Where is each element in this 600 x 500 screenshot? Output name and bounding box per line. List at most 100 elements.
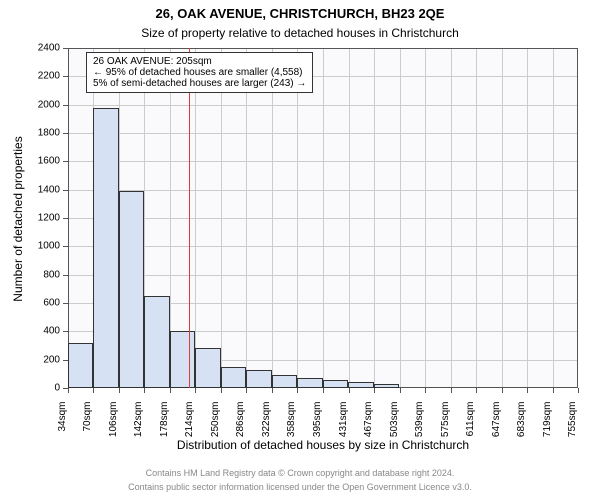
- grid-line: [221, 49, 222, 387]
- histogram-bar: [221, 367, 246, 388]
- x-tick-label: 178sqm: [159, 402, 170, 442]
- grid-line: [246, 49, 247, 387]
- x-tick-mark: [221, 388, 222, 393]
- y-tick-label: 0: [0, 383, 60, 394]
- grid-line: [349, 49, 350, 387]
- x-tick-mark: [374, 388, 375, 393]
- y-tick-mark: [63, 161, 68, 162]
- y-tick-mark: [63, 133, 68, 134]
- histogram-bar: [348, 382, 373, 388]
- x-tick-label: 214sqm: [184, 402, 195, 442]
- x-tick-label: 142sqm: [133, 402, 144, 442]
- annotation-line: 5% of semi-detached houses are larger (2…: [93, 78, 306, 89]
- grid-line: [323, 49, 324, 387]
- x-tick-mark: [272, 388, 273, 393]
- x-tick-label: 395sqm: [312, 402, 323, 442]
- y-tick-mark: [63, 48, 68, 49]
- x-tick-mark: [451, 388, 452, 393]
- annotation-line: ← 95% of detached houses are smaller (4,…: [93, 67, 306, 78]
- x-tick-mark: [93, 388, 94, 393]
- footer-line-1: Contains HM Land Registry data © Crown c…: [0, 468, 600, 478]
- x-tick-mark: [195, 388, 196, 393]
- histogram-bar: [323, 380, 348, 388]
- y-tick-label: 2200: [0, 71, 60, 82]
- grid-line: [502, 49, 503, 387]
- histogram-bar: [119, 191, 144, 388]
- x-tick-label: 755sqm: [567, 402, 578, 442]
- x-tick-mark: [119, 388, 120, 393]
- x-tick-label: 70sqm: [82, 402, 93, 442]
- grid-line: [272, 49, 273, 387]
- y-tick-label: 200: [0, 354, 60, 365]
- x-tick-label: 683sqm: [516, 402, 527, 442]
- histogram-bar: [144, 296, 169, 388]
- x-tick-label: 467sqm: [363, 402, 374, 442]
- footer-line-2: Contains public sector information licen…: [0, 482, 600, 492]
- histogram-bar: [246, 370, 271, 388]
- x-tick-mark: [527, 388, 528, 393]
- histogram-bar: [374, 384, 399, 388]
- y-tick-mark: [63, 105, 68, 106]
- histogram-bar: [272, 375, 297, 388]
- x-tick-label: 611sqm: [465, 402, 476, 442]
- x-tick-mark: [323, 388, 324, 393]
- y-tick-label: 2400: [0, 43, 60, 54]
- grid-line: [451, 49, 452, 387]
- grid-line: [476, 49, 477, 387]
- x-tick-label: 575sqm: [440, 402, 451, 442]
- x-tick-mark: [476, 388, 477, 393]
- x-tick-mark: [349, 388, 350, 393]
- histogram-bar: [195, 348, 220, 388]
- y-tick-mark: [63, 246, 68, 247]
- grid-line: [400, 49, 401, 387]
- y-tick-label: 1800: [0, 128, 60, 139]
- annotation-line: 26 OAK AVENUE: 205sqm: [93, 56, 306, 67]
- histogram-bar: [297, 378, 322, 388]
- chart-container: 26, OAK AVENUE, CHRISTCHURCH, BH23 2QE S…: [0, 0, 600, 500]
- grid-line: [374, 49, 375, 387]
- x-tick-label: 34sqm: [57, 402, 68, 442]
- annotation-box: 26 OAK AVENUE: 205sqm← 95% of detached h…: [86, 52, 313, 93]
- grid-line: [425, 49, 426, 387]
- x-tick-mark: [578, 388, 579, 393]
- reference-line: [189, 48, 190, 388]
- x-tick-mark: [553, 388, 554, 393]
- y-tick-mark: [63, 331, 68, 332]
- y-tick-label: 400: [0, 326, 60, 337]
- y-tick-label: 2000: [0, 99, 60, 110]
- x-tick-mark: [170, 388, 171, 393]
- x-tick-label: 250sqm: [210, 402, 221, 442]
- y-tick-label: 800: [0, 269, 60, 280]
- y-tick-label: 1000: [0, 241, 60, 252]
- y-tick-mark: [63, 218, 68, 219]
- y-tick-label: 1200: [0, 213, 60, 224]
- grid-line: [195, 49, 196, 387]
- x-tick-mark: [425, 388, 426, 393]
- grid-line: [297, 49, 298, 387]
- title-main: 26, OAK AVENUE, CHRISTCHURCH, BH23 2QE: [0, 6, 600, 21]
- x-tick-label: 719sqm: [542, 402, 553, 442]
- x-tick-mark: [502, 388, 503, 393]
- x-tick-label: 539sqm: [414, 402, 425, 442]
- x-tick-label: 322sqm: [261, 402, 272, 442]
- histogram-bar: [93, 108, 118, 389]
- y-tick-mark: [63, 303, 68, 304]
- y-tick-label: 1400: [0, 184, 60, 195]
- x-tick-mark: [297, 388, 298, 393]
- title-sub: Size of property relative to detached ho…: [0, 26, 600, 40]
- grid-line: [553, 49, 554, 387]
- y-tick-mark: [63, 275, 68, 276]
- x-tick-label: 286sqm: [235, 402, 246, 442]
- x-tick-mark: [400, 388, 401, 393]
- y-tick-mark: [63, 190, 68, 191]
- histogram-bar: [68, 343, 93, 388]
- x-tick-mark: [246, 388, 247, 393]
- y-tick-label: 1600: [0, 156, 60, 167]
- x-tick-label: 106sqm: [108, 402, 119, 442]
- x-tick-mark: [68, 388, 69, 393]
- histogram-bar: [170, 331, 195, 388]
- x-tick-label: 647sqm: [491, 402, 502, 442]
- y-tick-label: 600: [0, 298, 60, 309]
- x-tick-mark: [144, 388, 145, 393]
- x-tick-label: 358sqm: [286, 402, 297, 442]
